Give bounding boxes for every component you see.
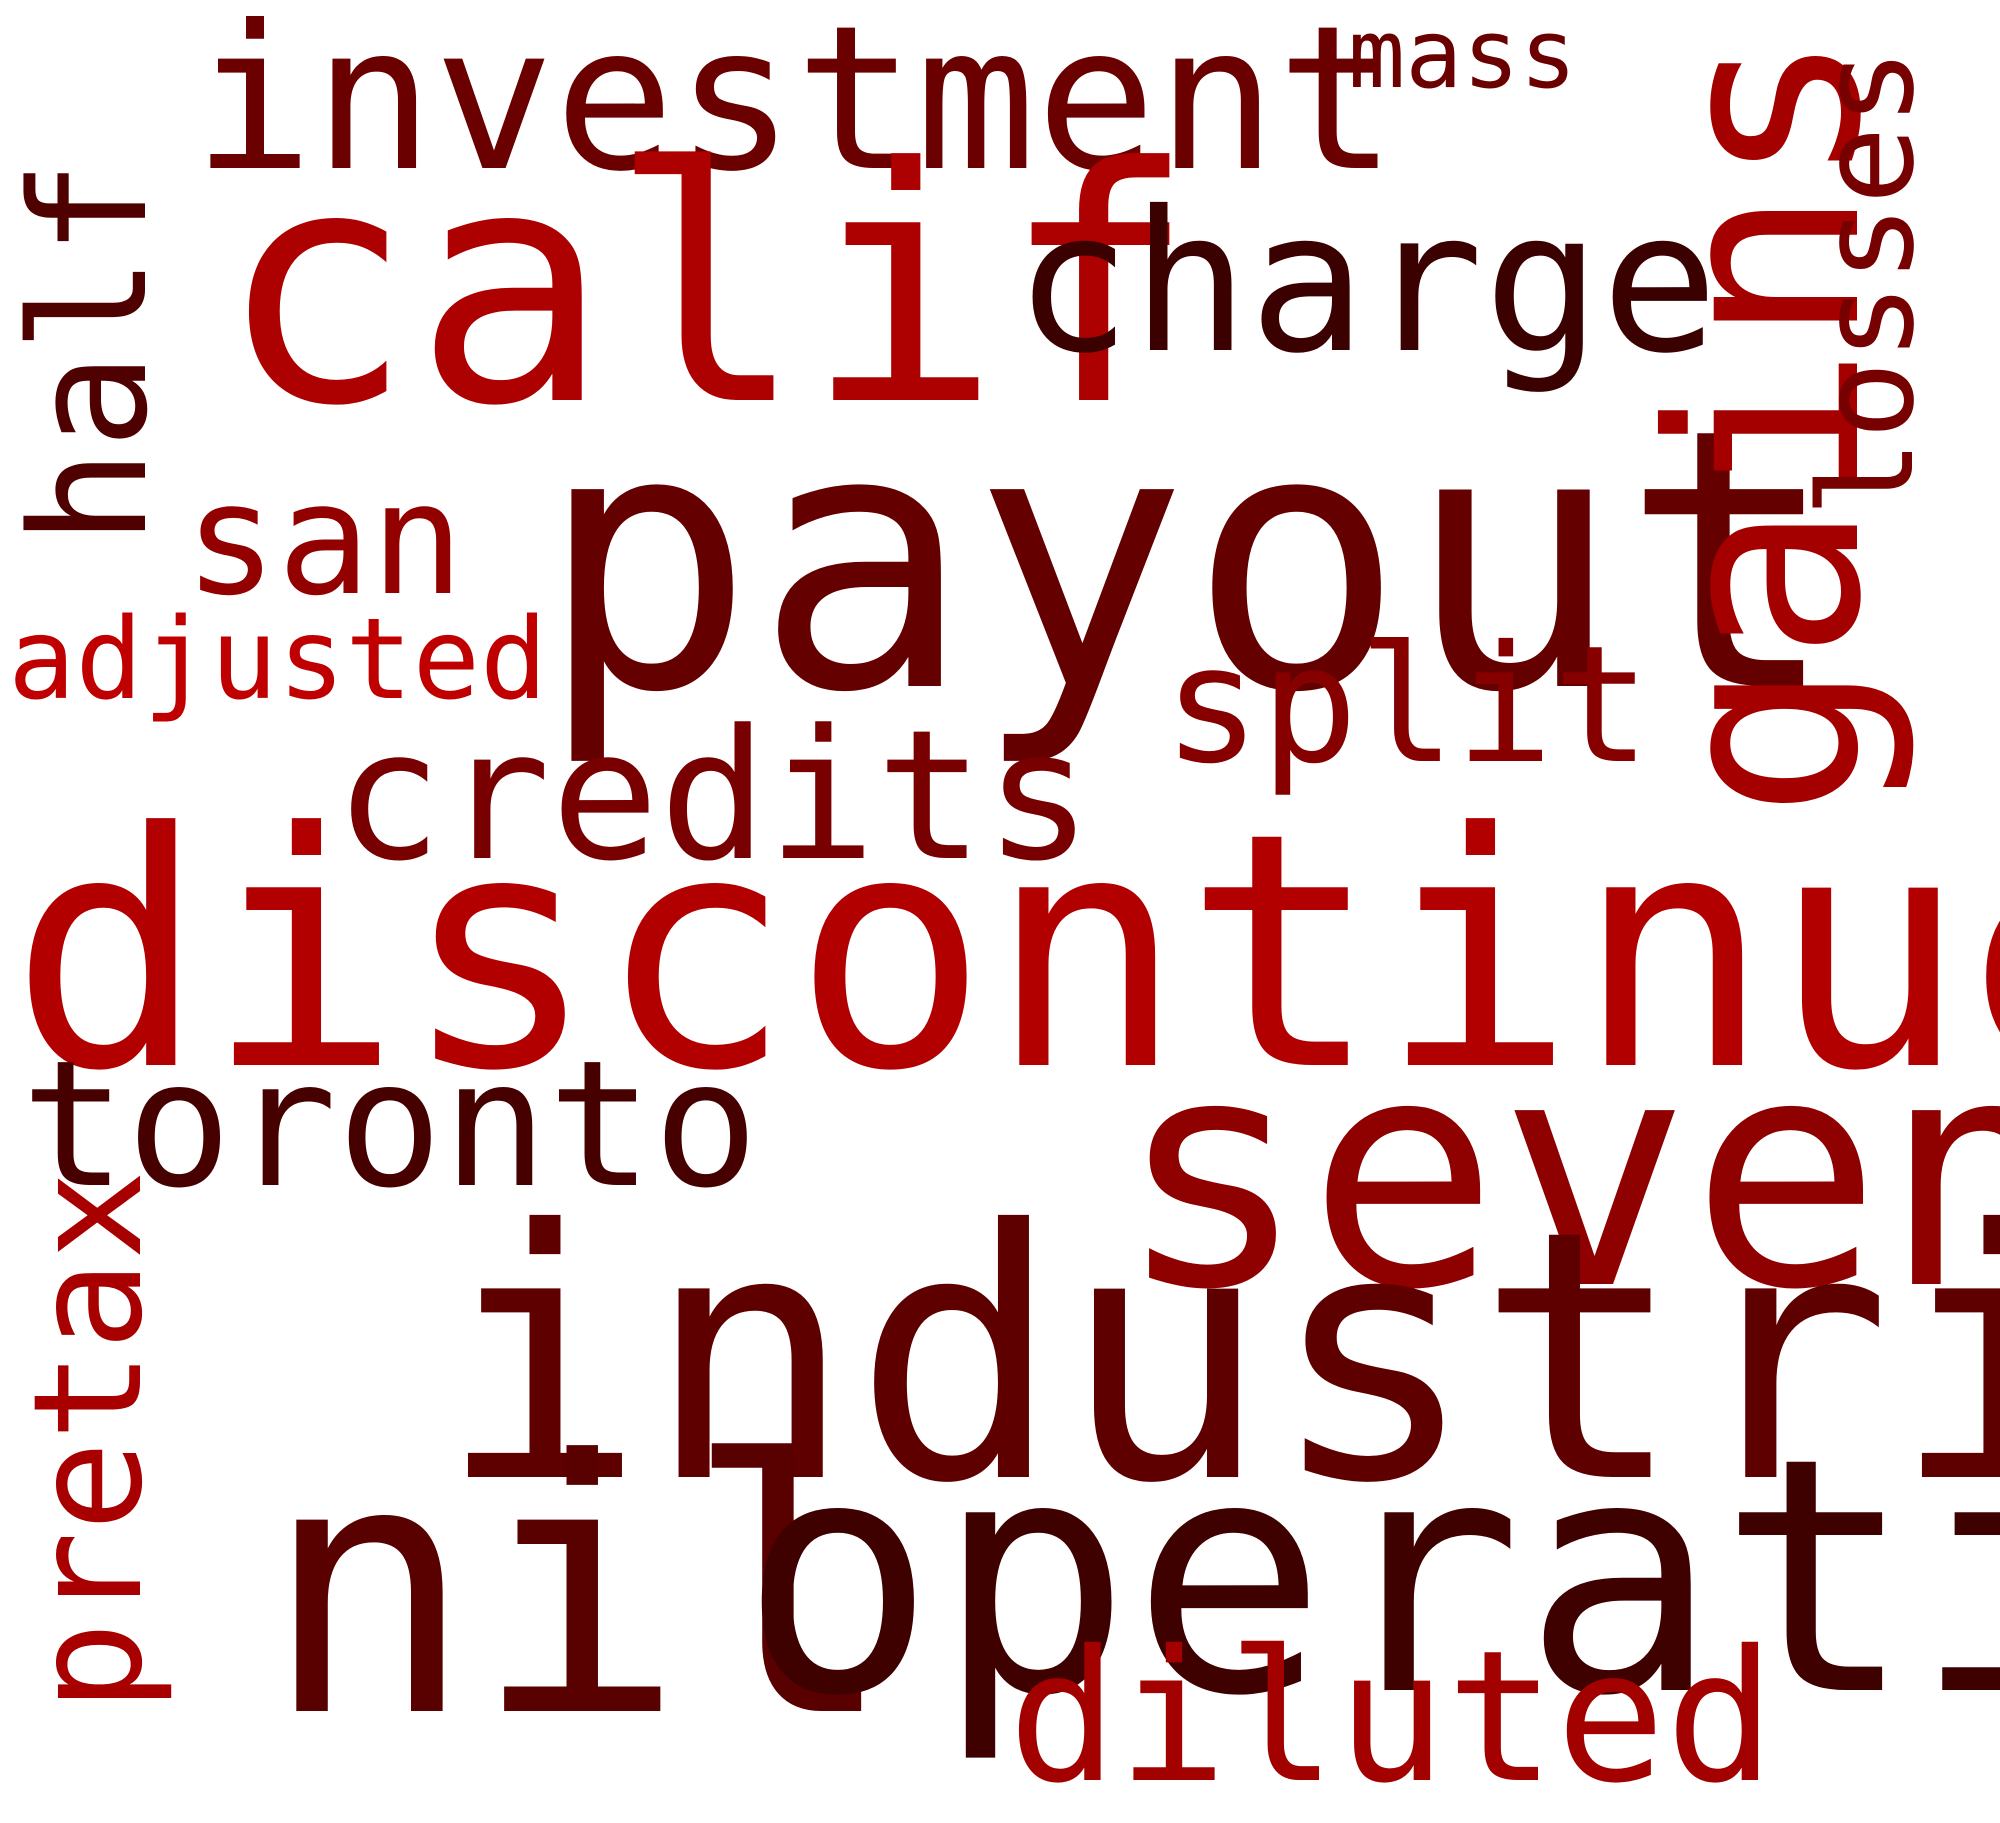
word-seven: seven: [1116, 989, 2000, 1359]
word-half: half: [0, 160, 183, 546]
word-losses: losses: [1791, 48, 1943, 518]
word-industries: industries: [438, 1158, 2000, 1559]
word-investment: investment: [193, 0, 1398, 216]
word-san: san: [184, 449, 464, 630]
word-adjusted: adjusted: [8, 595, 548, 725]
word-payout: payout: [538, 352, 1839, 771]
word-credits: credits: [334, 692, 1093, 901]
word-toronto: toronto: [21, 1024, 759, 1227]
word-nil: nil: [263, 1386, 896, 1794]
word-diluted: diluted: [1008, 1611, 1776, 1823]
word-mass: mass: [1348, 0, 1577, 110]
word-discontinued: discontinued: [10, 763, 2000, 1142]
word-pretax: pretax: [2, 1170, 176, 1712]
word-charge: charge: [1014, 169, 1719, 396]
word-operating: operating: [740, 1388, 2000, 1767]
word-split: split: [1163, 612, 1651, 800]
word-calif: calif: [218, 98, 1197, 477]
